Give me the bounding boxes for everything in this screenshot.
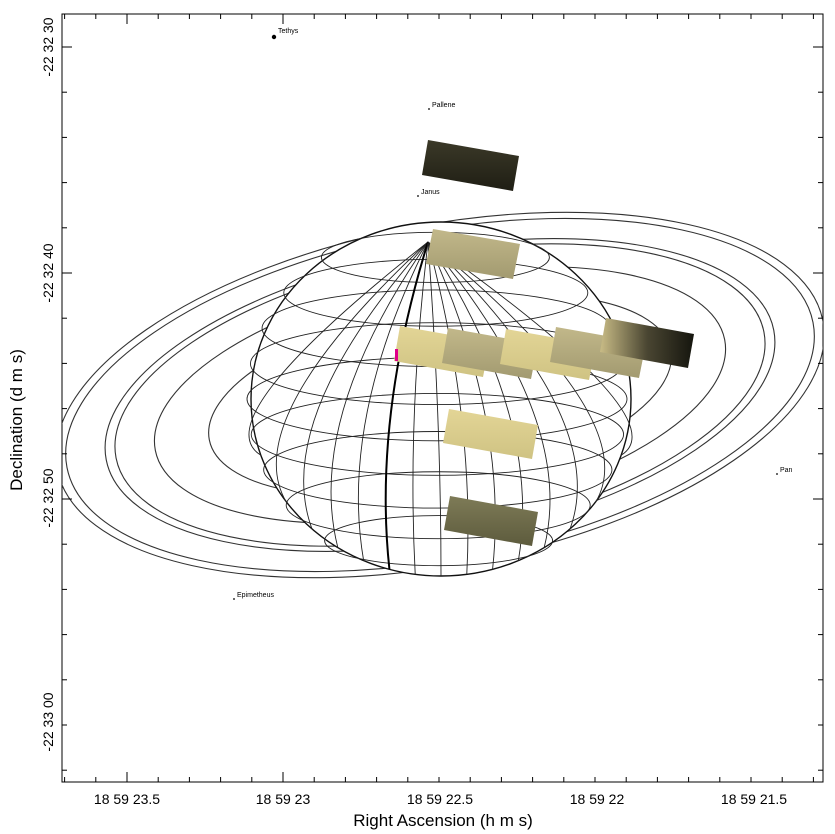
globe-grid <box>246 231 633 577</box>
x-tick-labels: 18 59 23.5 18 59 23 18 59 22.5 18 59 22 … <box>94 791 787 807</box>
image-tile-equator <box>443 409 538 459</box>
image-tiles <box>394 140 694 546</box>
globe-longitude-line <box>384 241 429 570</box>
globe-longitude-line <box>248 241 429 456</box>
y-tick-labels: -22 32 30 -22 32 40 -22 32 50 -22 33 00 <box>40 17 56 751</box>
globe-longitude-line <box>427 241 442 577</box>
edge-marker <box>395 349 398 361</box>
svg-text:Tethys: Tethys <box>278 28 299 35</box>
y-tick-label: -22 32 50 <box>40 468 56 527</box>
image-tile-fade <box>600 318 694 368</box>
svg-text:Janus: Janus <box>421 189 440 196</box>
image-tile-south <box>444 496 538 546</box>
axis-ticks <box>62 14 823 782</box>
moons: Tethys Pallene Janus Pan Epimetheus <box>233 28 793 600</box>
globe-longitude-line <box>357 241 429 561</box>
image-tile-dark <box>422 140 519 191</box>
globe-longitude-line <box>427 241 578 530</box>
globe-longitude-line <box>427 241 605 503</box>
x-tick-label: 18 59 22.5 <box>407 791 473 807</box>
globe-longitude-line <box>412 241 429 575</box>
y-tick-label: -22 32 30 <box>40 17 56 76</box>
globe-longitude-line <box>330 241 429 548</box>
y-tick-label: -22 32 40 <box>40 243 56 302</box>
moon-janus: Janus <box>417 189 440 197</box>
svg-text:Epimetheus: Epimetheus <box>237 592 274 599</box>
y-tick-label: -22 33 00 <box>40 692 56 751</box>
planet-globe <box>246 221 633 577</box>
moon-pallene: Pallene <box>428 102 455 110</box>
globe-longitude-line <box>275 241 429 503</box>
moon-epimetheus: Epimetheus <box>233 592 274 600</box>
svg-text:Pan: Pan <box>780 467 793 474</box>
globe-latitude-line <box>285 471 591 540</box>
globe-longitude-line <box>427 241 551 548</box>
plot-frame <box>61 13 824 783</box>
moon-pan: Pan <box>776 467 793 475</box>
globe-longitude-line <box>303 241 429 530</box>
svg-text:Pallene: Pallene <box>432 102 455 109</box>
x-tick-label: 18 59 23.5 <box>94 791 160 807</box>
globe-latitude-line <box>250 392 625 476</box>
image-tile-north <box>426 229 520 279</box>
y-axis-title: Declination (d m s) <box>7 349 26 491</box>
moon-tethys: Tethys <box>271 28 299 40</box>
x-tick-label: 18 59 23 <box>256 791 311 807</box>
globe-latitude-line <box>263 431 613 509</box>
x-tick-label: 18 59 22 <box>570 791 625 807</box>
x-tick-label: 18 59 21.5 <box>721 791 787 807</box>
x-axis-title: Right Ascension (h m s) <box>353 811 533 830</box>
globe-longitude-line <box>427 241 633 456</box>
globe-latitude-line <box>324 515 554 567</box>
